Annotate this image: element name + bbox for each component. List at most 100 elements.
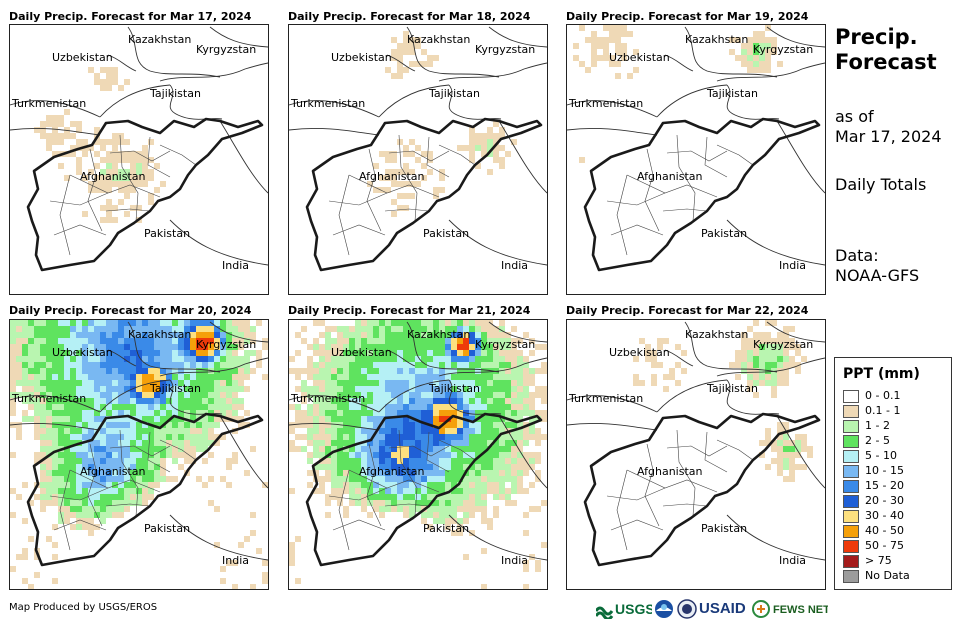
province-boundary	[644, 443, 660, 527]
noaa-logo	[654, 599, 674, 624]
country-boundary	[127, 321, 221, 373]
legend-swatch	[843, 435, 859, 448]
precip-grid	[289, 320, 547, 589]
legend-label: > 75	[865, 554, 892, 567]
legend-label: 40 - 50	[865, 524, 904, 537]
data-source-line1: Data:	[835, 246, 879, 265]
afghanistan-border	[583, 412, 821, 567]
precip-map-mar-19: Uzbekistan Kazakhstan Kyrgyzstan Tajikistan…	[566, 24, 826, 295]
country-boundary	[684, 26, 778, 78]
afghanistan-border	[305, 412, 543, 567]
province-boundary	[328, 487, 388, 501]
province-boundary	[147, 431, 171, 473]
country-boundary	[209, 321, 268, 343]
country-boundary	[716, 357, 825, 377]
province-boundary	[332, 519, 386, 531]
province-boundary	[398, 429, 418, 517]
province-boundary	[438, 144, 476, 166]
legend-swatch	[843, 570, 859, 583]
province-boundary	[626, 469, 718, 493]
map-layer	[567, 320, 825, 567]
province-boundary	[662, 503, 708, 507]
country-boundary	[766, 26, 825, 48]
label-kyrgyzstan: Kyrgyzstan	[475, 43, 536, 56]
province-boundary	[704, 431, 728, 473]
province-boundary	[426, 431, 450, 473]
province-boundary	[147, 136, 171, 178]
province-boundary	[616, 469, 628, 551]
legend-swatch	[843, 465, 859, 478]
province-boundary	[438, 439, 476, 461]
province-boundary	[348, 469, 440, 493]
label-uzbekistan: Uzbekistan	[52, 51, 113, 64]
province-boundary	[338, 469, 350, 551]
country-boundary	[378, 379, 450, 413]
country-boundary	[567, 100, 658, 118]
country-boundary	[289, 127, 380, 136]
legend-label: 1 - 2	[865, 419, 890, 432]
label-turkmenistan: Turkmenistan	[12, 97, 87, 110]
country-boundary	[107, 54, 137, 72]
label-kazakhstan: Kazakhstan	[128, 328, 192, 341]
country-boundary	[498, 415, 547, 489]
label-uzbekistan: Uzbekistan	[331, 346, 392, 359]
country-boundary	[716, 62, 825, 82]
precip-map-mar-20: Uzbekistan Kazakhstan Kyrgyzstan Tajikistan…	[9, 319, 269, 590]
label-india: India	[779, 554, 806, 567]
label-india: India	[222, 259, 249, 272]
province-boundary	[87, 148, 103, 232]
precip-map-mar-22: Uzbekistan Kazakhstan Kyrgyzstan Tajikistan…	[566, 319, 826, 590]
country-boundary	[219, 415, 268, 489]
legend-label: 20 - 30	[865, 494, 904, 507]
country-boundary	[406, 26, 500, 78]
country-boundary	[656, 84, 728, 118]
country-boundary	[209, 26, 268, 48]
as-of-line1: as of	[835, 107, 874, 126]
precip-map-mar-17: Uzbekistan Kazakhstan Kyrgyzstan Tajikistan…	[9, 24, 269, 295]
usgs-logo-mark: USGS	[594, 601, 655, 621]
data-source-text: Data: NOAA-GFS	[835, 246, 919, 286]
legend-title: PPT (mm)	[843, 366, 920, 382]
province-boundary	[119, 134, 139, 222]
legend-label: 5 - 10	[865, 449, 897, 462]
country-boundary	[169, 514, 268, 561]
usaid-logo-text: USAID	[699, 600, 746, 617]
country-boundary	[386, 54, 416, 72]
country-boundary	[776, 120, 825, 194]
label-turkmenistan: Turkmenistan	[291, 392, 366, 405]
legend-label: 0 - 0.1	[865, 389, 901, 402]
as-of-line2: Mar 17, 2024	[835, 127, 942, 146]
panel-title-5: Daily Precip. Forecast for Mar 21, 2024	[288, 304, 531, 317]
label-kyrgyzstan: Kyrgyzstan	[196, 338, 257, 351]
fewsnet-logo-mark: FEWS NET	[752, 600, 830, 618]
province-boundary	[87, 443, 103, 527]
province-boundary	[119, 429, 139, 517]
country-boundary	[99, 379, 171, 413]
province-boundary	[676, 134, 696, 222]
country-boundary	[567, 422, 658, 431]
label-kyrgyzstan: Kyrgyzstan	[753, 338, 814, 351]
daily-totals-text: Daily Totals	[835, 175, 927, 194]
country-boundary	[159, 357, 268, 377]
province-boundary	[332, 224, 386, 236]
province-boundary	[69, 174, 161, 198]
side-title-line1: Precip.	[835, 25, 918, 49]
country-boundary	[289, 395, 380, 413]
label-afghanistan: Afghanistan	[80, 465, 146, 478]
country-boundary	[656, 379, 728, 413]
legend-swatch	[843, 405, 859, 418]
province-boundary	[616, 174, 628, 256]
label-india: India	[501, 554, 528, 567]
panel-title-1: Daily Precip. Forecast for Mar 17, 2024	[9, 10, 252, 23]
province-boundary	[384, 208, 430, 212]
afghanistan-border	[583, 117, 821, 272]
province-boundary	[704, 136, 728, 178]
legend-swatch	[843, 420, 859, 433]
country-boundary	[567, 127, 658, 136]
legend-label: 2 - 5	[865, 434, 890, 447]
province-boundary	[610, 224, 664, 236]
province-boundary	[384, 503, 430, 507]
label-uzbekistan: Uzbekistan	[52, 346, 113, 359]
legend-swatch	[843, 390, 859, 403]
label-tajikistan: Tajikistan	[150, 382, 201, 395]
